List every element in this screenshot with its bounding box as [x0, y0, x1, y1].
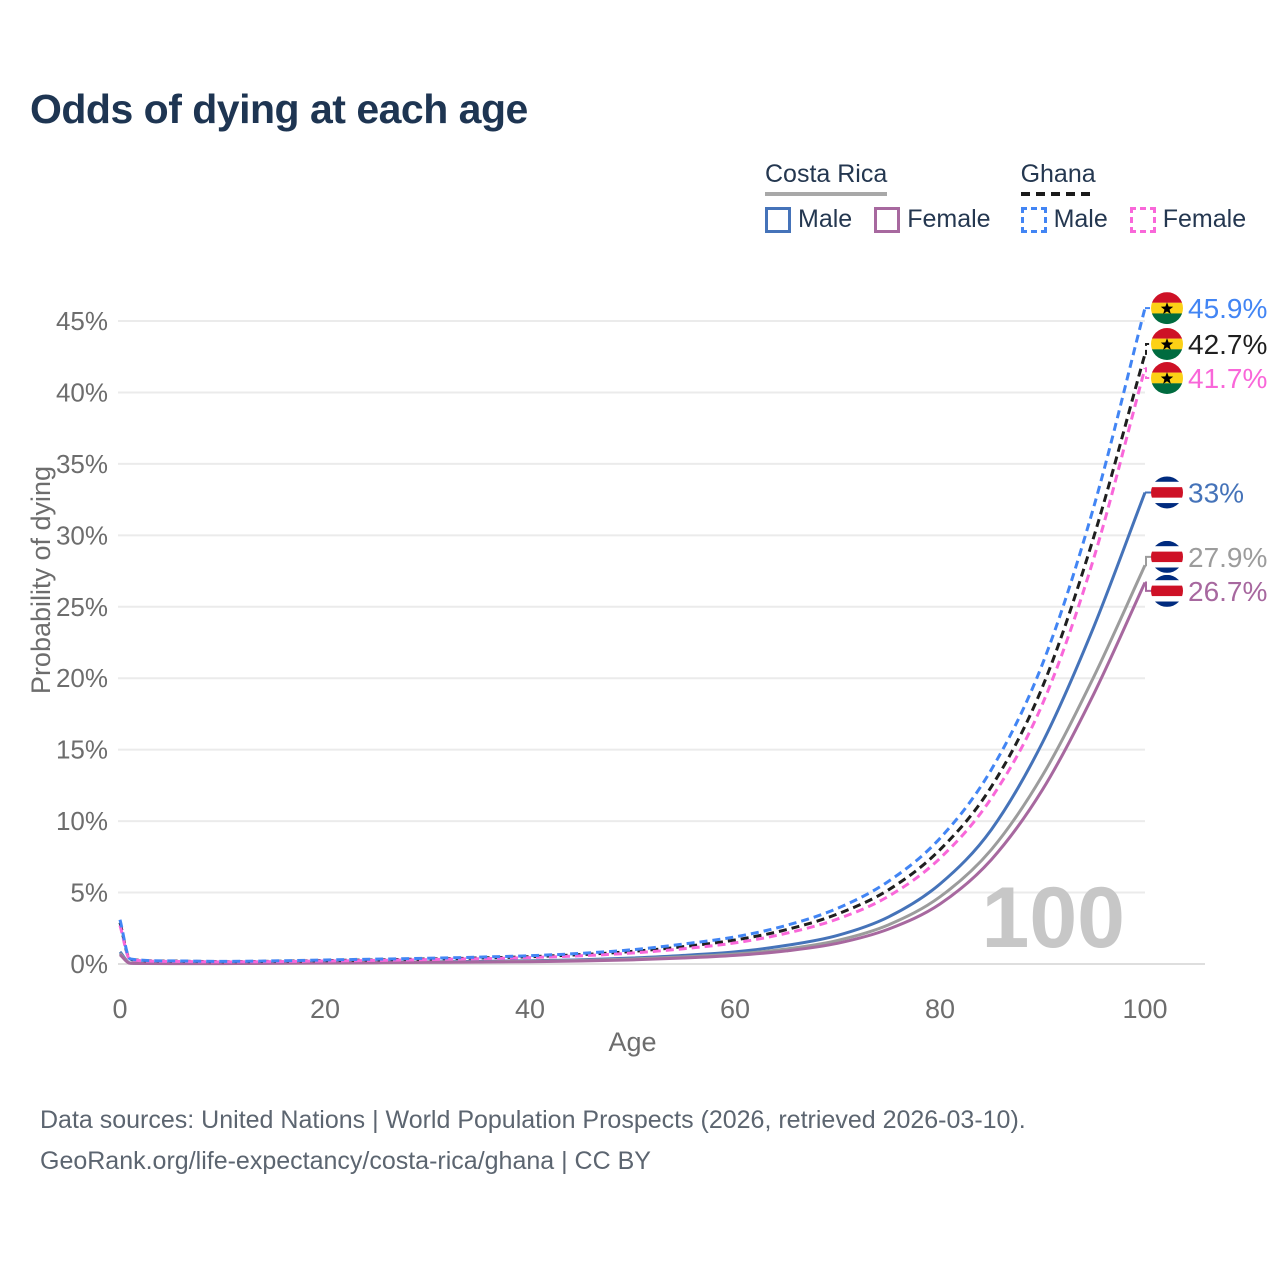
legend-item-label: Male — [798, 205, 853, 233]
legend-swatch-icon — [1129, 206, 1156, 233]
legend-country-label: Costa Rica — [765, 160, 888, 188]
end-value-label-ghana-female: 41.7% — [1188, 363, 1267, 394]
x-tick-label: 60 — [720, 994, 750, 1024]
x-axis-tick-labels: 0 20 40 60 80 100 — [112, 994, 1167, 1024]
x-tick-label: 100 — [1122, 994, 1167, 1024]
y-tick-label: 25% — [56, 592, 108, 622]
legend-item-ghana-male[interactable]: Male — [1020, 205, 1108, 234]
x-tick-label: 0 — [112, 994, 127, 1024]
legend-swatch-icon — [765, 206, 791, 233]
y-tick-label: 20% — [56, 663, 108, 693]
page-title: Odds of dying at each age — [30, 86, 528, 132]
x-tick-label: 80 — [925, 994, 955, 1024]
y-tick-label: 35% — [56, 449, 108, 479]
label-leader-costa-rica-female — [1145, 581, 1151, 592]
end-value-label-ghana-both-sexes: 42.7% — [1188, 329, 1267, 360]
legend-group-ghana: Ghana Male Female — [1020, 160, 1247, 234]
end-value-label-costa-rica-female: 26.7% — [1188, 576, 1267, 607]
costa-rica-flag-icon — [1151, 574, 1183, 607]
x-axis-title: Age — [608, 1027, 656, 1057]
label-leader-ghana-female — [1145, 367, 1151, 379]
x-tick-label: 20 — [310, 994, 340, 1024]
footer-data-sources: Data sources: United Nations | World Pop… — [40, 1106, 1026, 1134]
legend-linestyle-solid-sample — [765, 192, 888, 196]
curves — [118, 307, 1147, 966]
legend-country-ghana: Ghana — [1020, 160, 1096, 196]
y-axis-tick-labels: 0% 5% 10% 15% 20% 25% 30% 35% 40% 45% — [56, 306, 108, 979]
y-tick-label: 10% — [56, 806, 108, 836]
ghana-flag-icon — [1151, 292, 1183, 325]
legend-swatch-icon — [1020, 206, 1047, 233]
legend-country-costa-rica: Costa Rica — [765, 160, 888, 196]
footer: Data sources: United Nations | World Pop… — [40, 1100, 1026, 1182]
y-tick-label: 30% — [56, 520, 108, 550]
x-tick-label: 40 — [515, 994, 545, 1024]
end-labels: 45.9% 42.7%41.7% 33% 27.9%26.7% — [1145, 292, 1267, 607]
y-tick-label: 15% — [56, 735, 108, 765]
costa-rica-flag-icon — [1151, 476, 1183, 509]
legend-item-costa-rica-female[interactable]: Female — [874, 205, 991, 234]
y-tick-label: 0% — [70, 949, 108, 979]
curve-costa-rica-female — [118, 581, 1147, 966]
label-leader-costa-rica-both-sexes — [1145, 555, 1151, 567]
gridlines — [118, 320, 1205, 965]
legend-item-label: Female — [1162, 205, 1247, 233]
end-value-label-ghana-male: 45.9% — [1188, 293, 1267, 324]
end-value-label-costa-rica-male: 33% — [1188, 477, 1244, 508]
legend-item-costa-rica-male[interactable]: Male — [765, 205, 852, 234]
legend-group-costa-rica: Costa Rica Male Female — [765, 160, 991, 234]
legend-item-label: Male — [1053, 205, 1108, 233]
legend-items-row: Male Female — [1020, 205, 1247, 234]
ghana-flag-icon — [1151, 328, 1183, 361]
end-value-label-costa-rica-both-sexes: 27.9% — [1188, 542, 1267, 573]
y-tick-label: 5% — [70, 878, 108, 908]
y-axis-title: Probability of dying — [26, 466, 56, 694]
legend-item-ghana-female[interactable]: Female — [1129, 205, 1247, 234]
label-leader-ghana-both-sexes — [1145, 343, 1151, 355]
legend-items-row: Male Female — [765, 205, 991, 234]
ghana-flag-icon — [1151, 362, 1183, 395]
y-tick-label: 40% — [56, 377, 108, 407]
legend-linestyle-dashed-sample — [1020, 192, 1096, 196]
age-watermark: 100 — [982, 870, 1126, 966]
legend-country-label: Ghana — [1020, 160, 1096, 188]
legend-swatch-icon — [874, 206, 901, 233]
legend-item-label: Female — [907, 205, 991, 233]
footer-attribution: GeoRank.org/life-expectancy/costa-rica/g… — [40, 1147, 651, 1175]
costa-rica-flag-icon — [1151, 540, 1183, 573]
curve-ghana-male — [118, 307, 1147, 963]
y-tick-label: 45% — [56, 306, 108, 336]
legend: Costa Rica Male Female Ghana Male Female — [765, 160, 1246, 234]
